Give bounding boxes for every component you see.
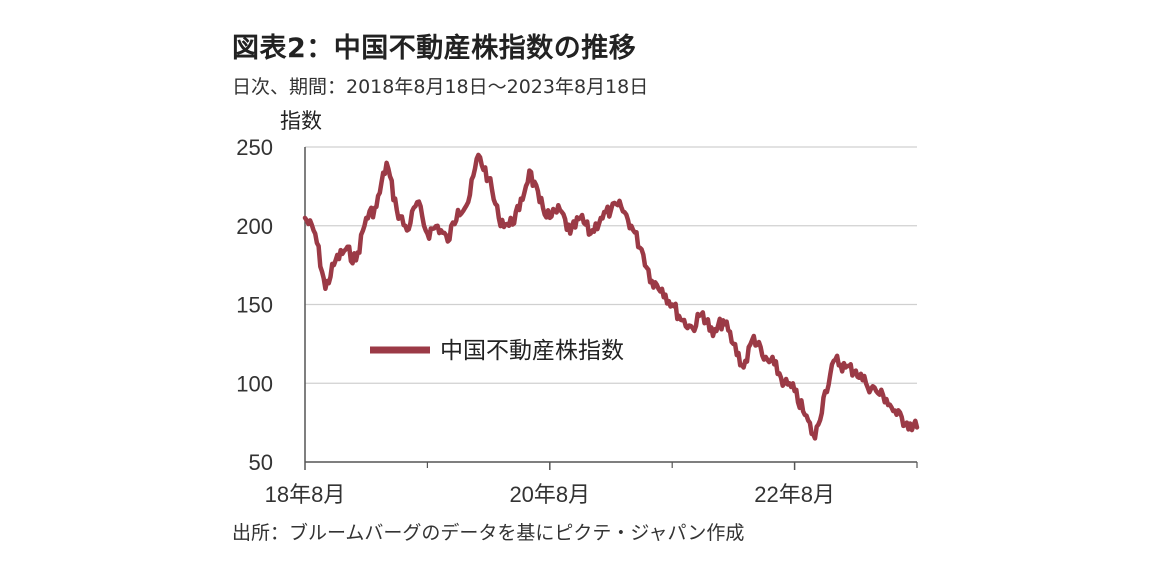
legend: 中国不動産株指数 <box>370 338 624 364</box>
y-axis-ticks: 250 200 150 100 50 <box>236 135 273 475</box>
y-tick-label: 250 <box>236 135 273 160</box>
series-line <box>302 152 920 441</box>
y-tick-label: 50 <box>249 450 273 475</box>
x-axis-ticks: 18年8月 20年8月 22年8月 <box>265 462 918 507</box>
x-tick-label: 22年8月 <box>754 482 835 507</box>
y-tick-label: 200 <box>236 214 273 239</box>
source-note: 出所：ブルームバーグのデータを基にピクテ・ジャパン作成 <box>232 522 745 544</box>
chart-subtitle: 日次、期間：2018年8月18日～2023年8月18日 <box>232 76 649 98</box>
axes <box>304 147 917 463</box>
legend-label: 中国不動産株指数 <box>440 338 624 364</box>
y-tick-label: 150 <box>236 293 273 318</box>
x-tick-label: 20年8月 <box>509 482 590 507</box>
series-group <box>302 152 920 441</box>
chart-title: 図表2：中国不動産株指数の推移 <box>232 33 637 64</box>
y-axis-label: 指数 <box>280 109 322 133</box>
y-tick-label: 100 <box>236 371 273 396</box>
x-tick-label: 18年8月 <box>265 482 346 507</box>
